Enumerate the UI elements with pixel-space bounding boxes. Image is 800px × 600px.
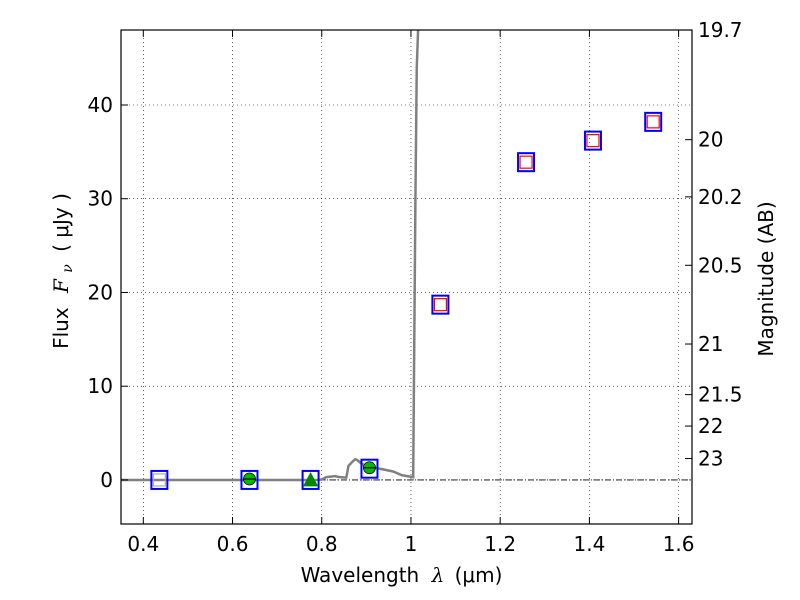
y-tick-label: 40 xyxy=(88,93,113,117)
triangle-marker xyxy=(302,472,319,487)
bandpass-box-marker xyxy=(360,458,379,479)
right-axis-label: Magnitude (AB) xyxy=(754,201,778,356)
y2-tick-label: 21 xyxy=(698,332,723,356)
bandpass-box-marker xyxy=(517,152,536,173)
y2-tick-label: 19.7 xyxy=(698,18,743,42)
bandpass-box-marker xyxy=(644,111,663,132)
y-tick-label: 20 xyxy=(88,280,113,304)
x-tick-label: 0.4 xyxy=(127,532,159,556)
x-tick-label: 0.8 xyxy=(306,532,338,556)
x-tick-label: 1.4 xyxy=(573,532,605,556)
y2-tick-label: 20.2 xyxy=(698,185,743,209)
x-tick-label: 1 xyxy=(405,532,418,556)
y2-tick-label: 22 xyxy=(698,414,723,438)
grid-lines xyxy=(121,30,692,524)
bandpass-box-marker xyxy=(431,294,450,315)
bandpass-box-marker xyxy=(583,130,602,151)
data-markers xyxy=(150,111,663,490)
detection-marker xyxy=(433,298,448,312)
y2-tick-label: 20 xyxy=(698,128,723,152)
x-tick-label: 1.6 xyxy=(663,532,695,556)
y2-tick-label: 23 xyxy=(698,446,723,470)
x-tick-label: 1.2 xyxy=(484,532,516,556)
y-tick-label: 30 xyxy=(88,187,113,211)
detection-marker xyxy=(646,115,660,129)
plot-frame xyxy=(120,29,693,525)
model-spectrum-line xyxy=(121,29,420,482)
detection-marker xyxy=(586,134,600,148)
axis-ticks: 0.4 0.6 0.8 1 1.2 1.4 1.6 0 10 20 30 40 19.7 20 20.2 20… xyxy=(88,18,743,556)
y-tick-label: 0 xyxy=(100,468,113,492)
y2-tick-label: 20.5 xyxy=(698,253,743,277)
y-tick-label: 10 xyxy=(88,374,113,398)
x-tick-label: 0.6 xyxy=(217,532,249,556)
x-axis-label: Wavelength λ (μm) xyxy=(301,563,503,587)
upper-limit-marker xyxy=(152,473,166,487)
y-axis-label: Flux F ν ( μJy ) xyxy=(49,193,77,349)
y2-tick-label: 21.5 xyxy=(698,383,743,407)
bandpass-box-marker xyxy=(301,469,320,490)
bandpass-box-marker xyxy=(150,469,169,490)
bandpass-box-marker xyxy=(240,469,259,490)
detection-marker xyxy=(519,155,533,169)
